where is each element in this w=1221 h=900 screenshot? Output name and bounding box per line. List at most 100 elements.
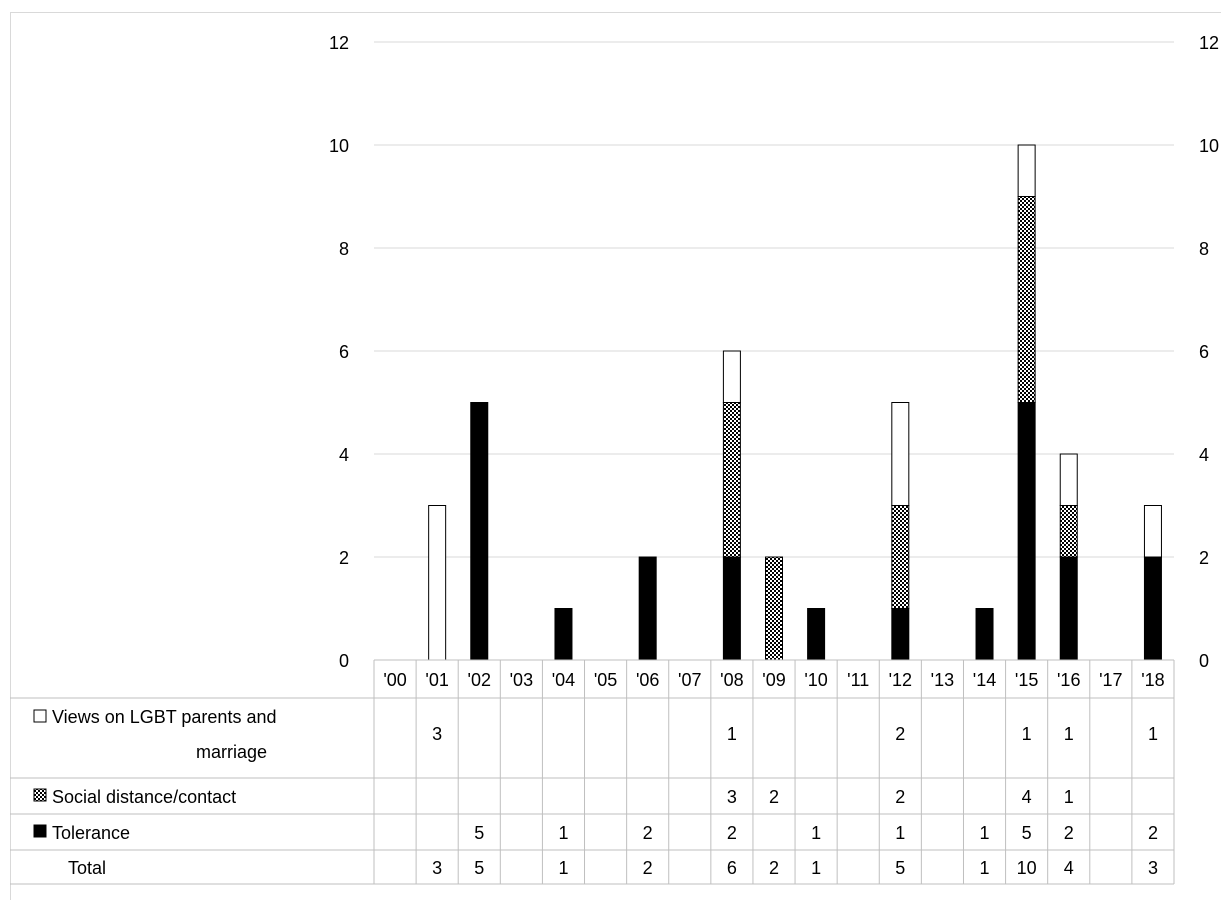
bar-segment [975,608,994,661]
bar-segment [722,556,741,661]
row-label: Tolerance [52,823,130,843]
row-label: Views on LGBT parents and [52,707,276,727]
x-category-label: '13 [931,670,954,690]
table-cell-value: 1 [1064,724,1074,744]
x-category-label: '16 [1057,670,1080,690]
bar-segment [1059,505,1078,558]
x-category-label: '03 [510,670,533,690]
bar-segment [1143,556,1162,661]
table-cell-value: 5 [895,858,905,878]
table-cell-value: 5 [474,858,484,878]
row-label: marriage [196,742,267,762]
bar-segment [470,402,489,661]
y-tick-label-right: 4 [1199,445,1209,465]
y-tick-label-left: 6 [339,342,349,362]
x-category-label: '06 [636,670,659,690]
table-cell-value: 1 [558,823,568,843]
row-label: Social distance/contact [52,787,236,807]
table-cell-value: 2 [727,823,737,843]
bar-segment [554,608,573,661]
bars [428,144,1162,661]
x-category-label: '01 [425,670,448,690]
table-cell-value: 2 [895,724,905,744]
table-cell-value: 2 [1064,823,1074,843]
bar-segment [1143,505,1162,558]
table-cell-value: 1 [1148,724,1158,744]
data-table: '00 '01 '02 '03 '04 '05 '06 '07 '08 '09 '10 '11 '12 '… [10,659,1175,885]
table-cell-value: 1 [980,823,990,843]
bar-segment [638,556,657,661]
bar-segment [1059,556,1078,661]
table-cell-value: 1 [895,823,905,843]
table-cell-value: 2 [769,858,779,878]
table-cell-value: 5 [474,823,484,843]
table-cell-value: 3 [1148,858,1158,878]
bar-segment [1017,196,1036,403]
table-cell-value: 2 [769,787,779,807]
table-cell-value: 1 [811,823,821,843]
bar-segment [722,402,741,558]
table-cell-value: 2 [1148,823,1158,843]
gridlines [374,41,1174,558]
bar-segment [428,505,447,661]
table-cell-value: 1 [1022,724,1032,744]
legend-swatch [33,788,47,802]
table-cell-value: 5 [1022,823,1032,843]
y-tick-label-right: 10 [1199,136,1219,156]
y-tick-label-left: 12 [329,33,349,53]
y-tick-label-right: 0 [1199,651,1209,671]
axes: 0 0 2 2 4 4 6 6 8 8 10 10 12 12 [329,33,1219,671]
bar-segment [765,556,783,661]
table-cell-value: 10 [1017,858,1037,878]
x-category-label: '12 [889,670,912,690]
x-category-label: '10 [804,670,827,690]
y-tick-label-left: 2 [339,548,349,568]
y-tick-label-right: 12 [1199,33,1219,53]
chart-frame [10,12,1221,900]
table-cell-value: 3 [432,724,442,744]
table-cell-value: 1 [1064,787,1074,807]
bar-segment [1017,402,1036,661]
y-tick-label-left: 8 [339,239,349,259]
x-category-label: '08 [720,670,743,690]
x-category-label: '14 [973,670,996,690]
x-category-label: '02 [468,670,491,690]
row-label: Total [68,858,106,878]
x-category-label: '07 [678,670,701,690]
bar-segment [722,350,741,403]
table-cell-value: 6 [727,858,737,878]
table-cell-value: 1 [727,724,737,744]
y-tick-label-right: 2 [1199,548,1209,568]
x-category-label: '04 [552,670,575,690]
bar-segment [891,505,910,609]
x-category-label: '17 [1099,670,1122,690]
y-tick-label-left: 10 [329,136,349,156]
bar-segment [807,608,826,661]
bar-segment [891,402,910,506]
x-category-label: '00 [383,670,406,690]
table-cell-value: 4 [1022,787,1032,807]
table-cell-value: 3 [432,858,442,878]
table-cell-value: 1 [558,858,568,878]
y-tick-label-left: 0 [339,651,349,671]
x-category-label: '15 [1015,670,1038,690]
legend-swatch [33,824,47,838]
bar-segment [891,608,910,661]
bar-segment [1017,144,1036,197]
y-tick-label-right: 8 [1199,239,1209,259]
x-category-label: '09 [762,670,785,690]
table-cell-value: 3 [727,787,737,807]
table-cell-value: 2 [895,787,905,807]
y-tick-label-right: 6 [1199,342,1209,362]
x-category-label: '11 [847,670,869,690]
bar-segment [1059,453,1078,506]
table-cell-value: 1 [980,858,990,878]
table-cell-value: 4 [1064,858,1074,878]
x-category-label: '18 [1141,670,1164,690]
table-cell-value: 1 [811,858,821,878]
x-category-label: '05 [594,670,617,690]
table-cell-value: 2 [643,858,653,878]
y-tick-label-left: 4 [339,445,349,465]
table-cell-value: 2 [643,823,653,843]
